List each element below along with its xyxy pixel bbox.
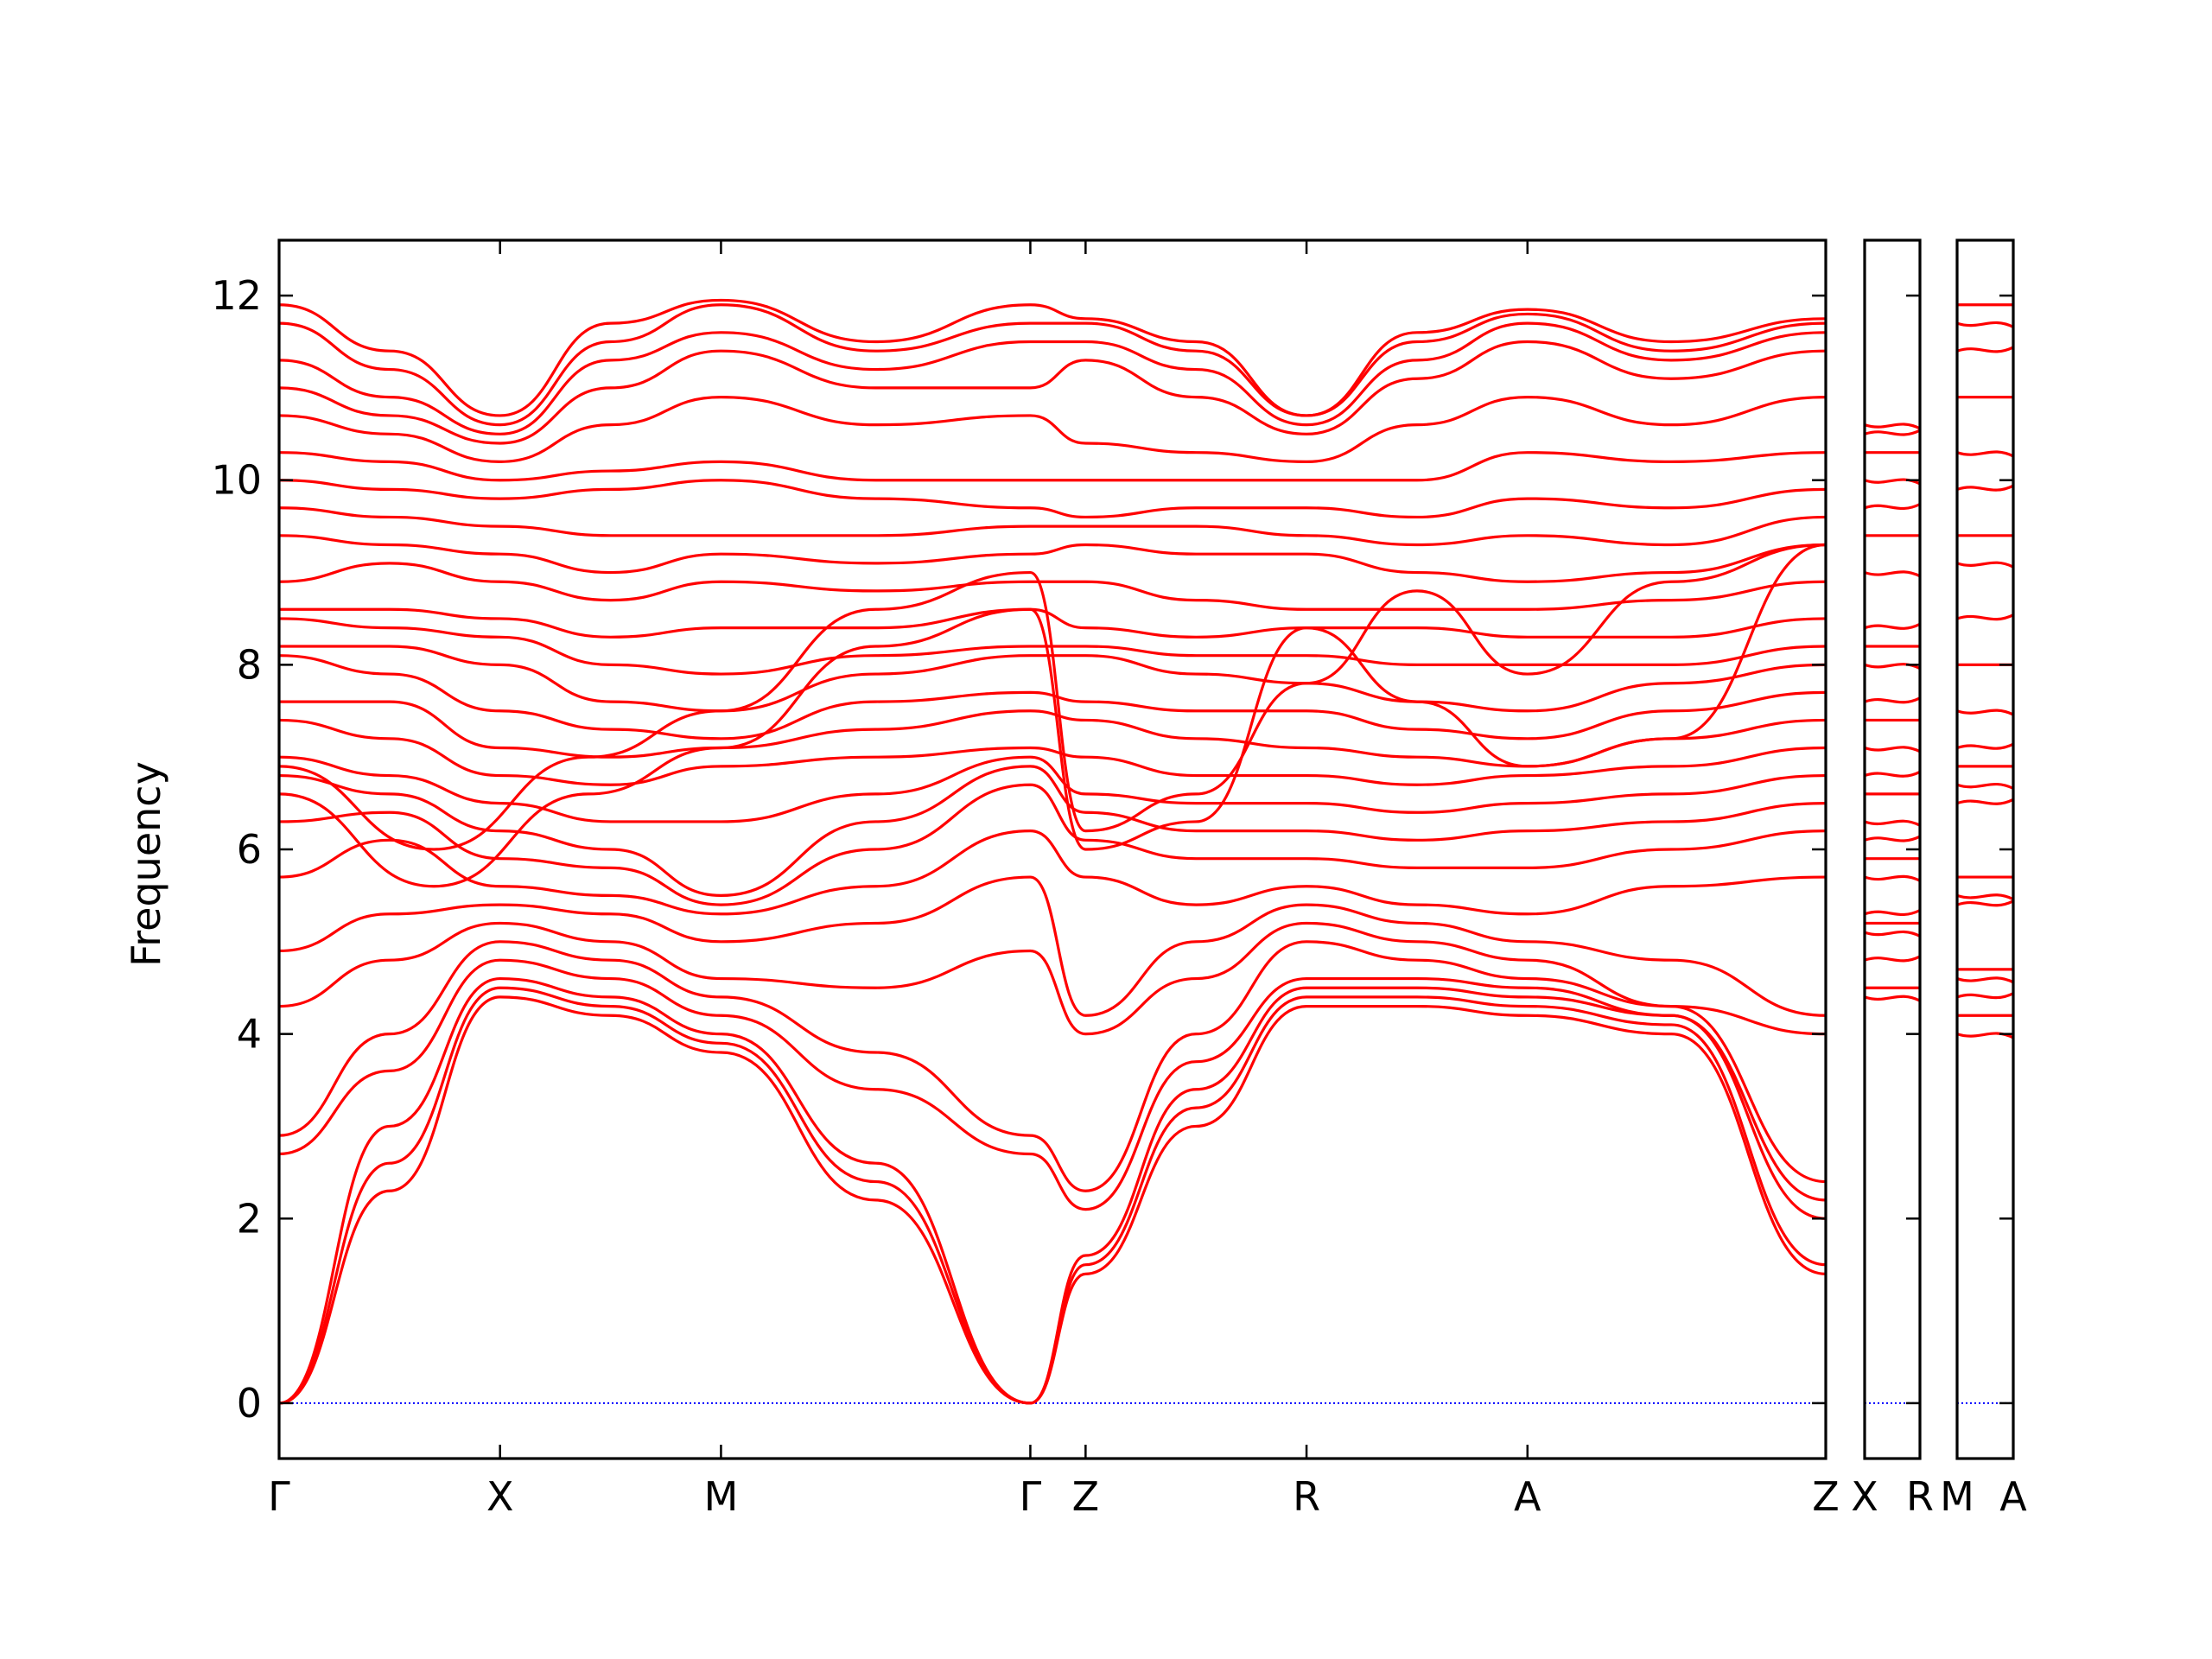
band-line-17 [1956,484,2014,492]
band-line-0 [278,995,1827,1405]
y-tick-label: 6 [237,826,262,873]
band-line-27 [278,543,1827,851]
band-line-8 [1956,798,2014,805]
band-line-2 [1956,992,2014,1000]
band-line-3 [1864,930,1921,938]
kpoint-label: X [1851,1473,1878,1520]
band-line-3 [278,958,1827,1211]
band-line-28 [278,543,1827,888]
band-line-13 [278,654,1827,741]
band-line-26 [278,298,1827,417]
band-line-25 [278,303,1827,427]
band-line-3 [1956,976,2014,984]
band-line-2 [278,976,1827,1405]
kpoint-label: R [1906,1473,1934,1520]
band-line-17 [278,562,1827,611]
band-line-21 [1956,321,2014,328]
kpoint-label: Z [1812,1473,1840,1520]
kpoint-label: A [1999,1473,2027,1520]
band-line-18 [278,534,1827,583]
band-line-5 [1956,899,2014,907]
band-line-8 [1864,835,1921,842]
kpoint-label: X [486,1473,514,1520]
band-line-24 [278,321,1827,435]
y-tick-label: 0 [237,1380,262,1427]
band-line-5 [1864,909,1921,917]
band-line-12 [1864,746,1921,753]
band-line-6 [1864,874,1921,882]
band-line-20 [278,479,1827,519]
y-tick-label: 10 [211,457,262,504]
band-line-0 [1956,1032,2014,1039]
band-line-21 [1864,478,1921,486]
band-line-20 [1956,346,2014,353]
band-line-8 [278,783,1827,906]
band-line-10 [278,755,1827,823]
band-line-14 [1864,696,1921,704]
y-tick-label: 12 [211,272,262,319]
band-line-11 [1864,770,1921,778]
band-line-18 [1864,570,1921,578]
band-line-4 [278,940,1827,1192]
band-line-15 [1864,663,1921,671]
band-line-9 [278,765,1827,898]
band-line-2 [1864,955,1921,963]
kpoint-label: Z [1072,1473,1100,1520]
band-line-7 [278,830,1827,916]
band-line-17 [1864,622,1921,630]
band-line-9 [1864,819,1921,827]
y-tick-label: 8 [237,641,262,688]
kpoint-label: Γ [1020,1473,1042,1520]
band-line-0 [1864,995,1921,1002]
y-tick-label: 4 [237,1011,262,1058]
band-line-18 [1956,450,2014,458]
band-line-20 [1864,503,1921,511]
band-line-15 [1956,561,2014,569]
band-line-11 [278,718,1827,786]
band-line-24 [1864,423,1921,430]
band-line-16 [279,607,1827,639]
band-line-6 [1956,893,2014,901]
band-line-14 [278,645,1827,713]
kpoint-label: Γ [268,1473,290,1520]
band-line-23 [1864,429,1921,436]
y-axis-label: Frequency [123,761,169,967]
kpoint-label: M [1940,1473,1974,1520]
kpoint-label: A [1514,1473,1541,1520]
band-line-5 [278,921,1827,1036]
y-tick-label: 2 [237,1195,262,1242]
kpoint-label: R [1293,1473,1320,1520]
band-line-22 [278,395,1827,463]
band-line-23 [278,340,1827,445]
kpoint-label: M [704,1473,739,1520]
band-line-14 [1956,613,2014,621]
band-line-9 [1956,782,2014,790]
band-line-11 [1956,742,2014,750]
band-line-1 [278,986,1827,1405]
band-line-21 [278,451,1827,482]
band-line-19 [278,506,1827,547]
band-line-6 [278,875,1827,1017]
band-line-12 [1956,709,2014,716]
